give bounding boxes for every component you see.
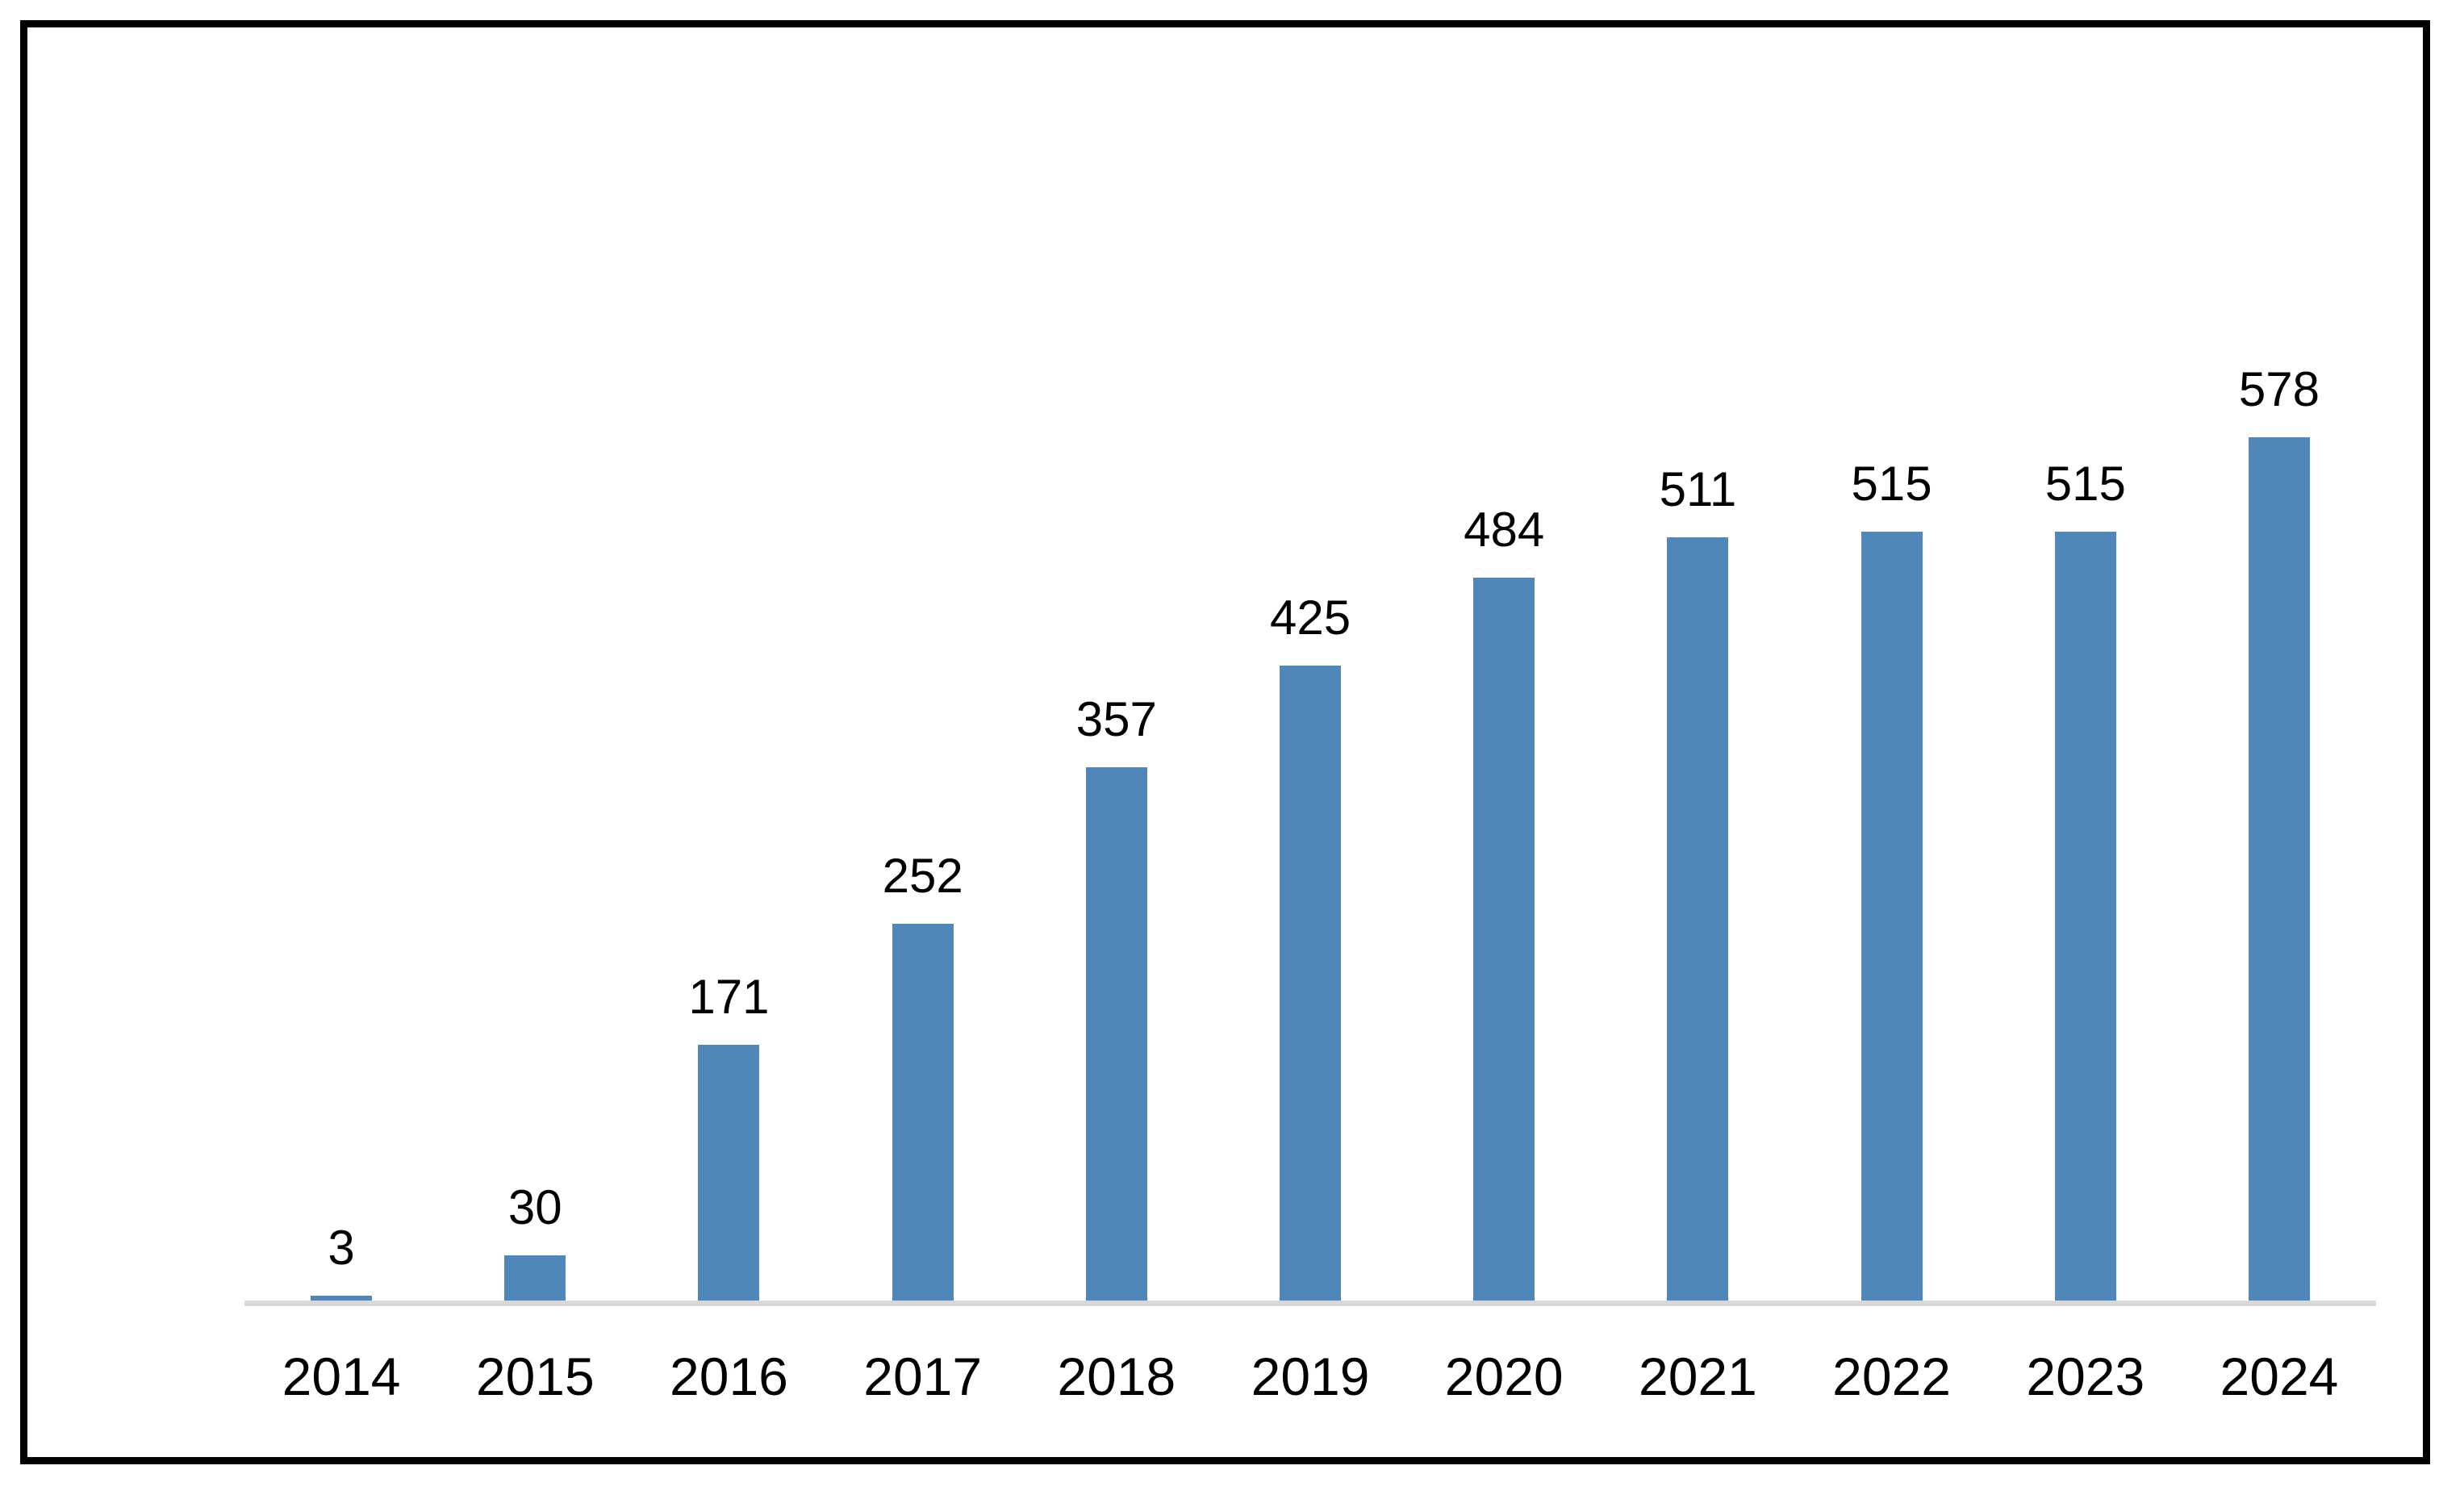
bar-value-label: 515 [1851, 457, 1932, 511]
bar-column: 30 [438, 298, 632, 1301]
x-axis-tick-label: 2023 [2026, 1347, 2145, 1406]
bar-column: 515 [1989, 298, 2182, 1301]
bar [311, 1296, 373, 1301]
bar-column: 484 [1407, 298, 1601, 1301]
x-axis-tick-label: 2024 [2220, 1347, 2339, 1406]
x-axis-tick-label: 2017 [863, 1347, 983, 1406]
x-axis-tick-label: 2014 [282, 1347, 401, 1406]
bar [1473, 578, 1535, 1301]
bar-column: 171 [632, 298, 825, 1301]
bar-value-label: 171 [688, 970, 770, 1024]
bar-value-label: 425 [1269, 591, 1351, 645]
x-axis-tick-label: 2021 [1638, 1347, 1757, 1406]
bar [1667, 537, 1729, 1301]
x-axis-tick-label: 2016 [670, 1347, 788, 1406]
x-axis-tick-label: 2015 [475, 1347, 595, 1406]
chart-border-frame: 3 30 171 252 357 425 484 511 515 515 578 2014 2015 2… [20, 20, 2430, 1464]
bar-column: 578 [2182, 298, 2376, 1301]
bar-value-label: 3 [328, 1221, 355, 1275]
bar-column: 3 [244, 298, 438, 1301]
bar-value-label: 252 [882, 849, 963, 903]
bar [2248, 437, 2310, 1301]
bar-chart: 3 30 171 252 357 425 484 511 515 515 578 2014 2015 2… [244, 298, 2376, 1406]
x-axis-tick-label: 2019 [1251, 1347, 1370, 1406]
bar-column: 515 [1795, 298, 1989, 1301]
bar [1085, 767, 1147, 1301]
bar-column: 252 [826, 298, 1020, 1301]
x-axis-tick-label: 2020 [1444, 1347, 1564, 1406]
bar-column: 357 [1020, 298, 1213, 1301]
bar-value-label: 578 [2238, 362, 2320, 416]
bar [2054, 532, 2116, 1301]
x-axis-line [244, 1301, 2376, 1306]
bar-value-label: 511 [1659, 462, 1737, 516]
bar-column: 425 [1213, 298, 1407, 1301]
bar [1861, 532, 1923, 1301]
bar-column: 511 [1601, 298, 1794, 1301]
plot-area: 3 30 171 252 357 425 484 511 515 515 578 [244, 298, 2376, 1301]
bar [892, 924, 954, 1301]
bar [504, 1255, 566, 1301]
bar [1280, 666, 1342, 1301]
bar-value-label: 30 [507, 1180, 562, 1234]
x-axis-labels: 2014 2015 2016 2017 2018 2019 2020 2021 2022 2023… [244, 1345, 2376, 1409]
x-axis-tick-label: 2018 [1057, 1347, 1176, 1406]
x-axis-tick-label: 2022 [1832, 1347, 1951, 1406]
bar-value-label: 357 [1075, 692, 1157, 746]
bar [698, 1045, 760, 1301]
bar-value-label: 484 [1464, 503, 1545, 557]
bar-value-label: 515 [2044, 457, 2126, 511]
